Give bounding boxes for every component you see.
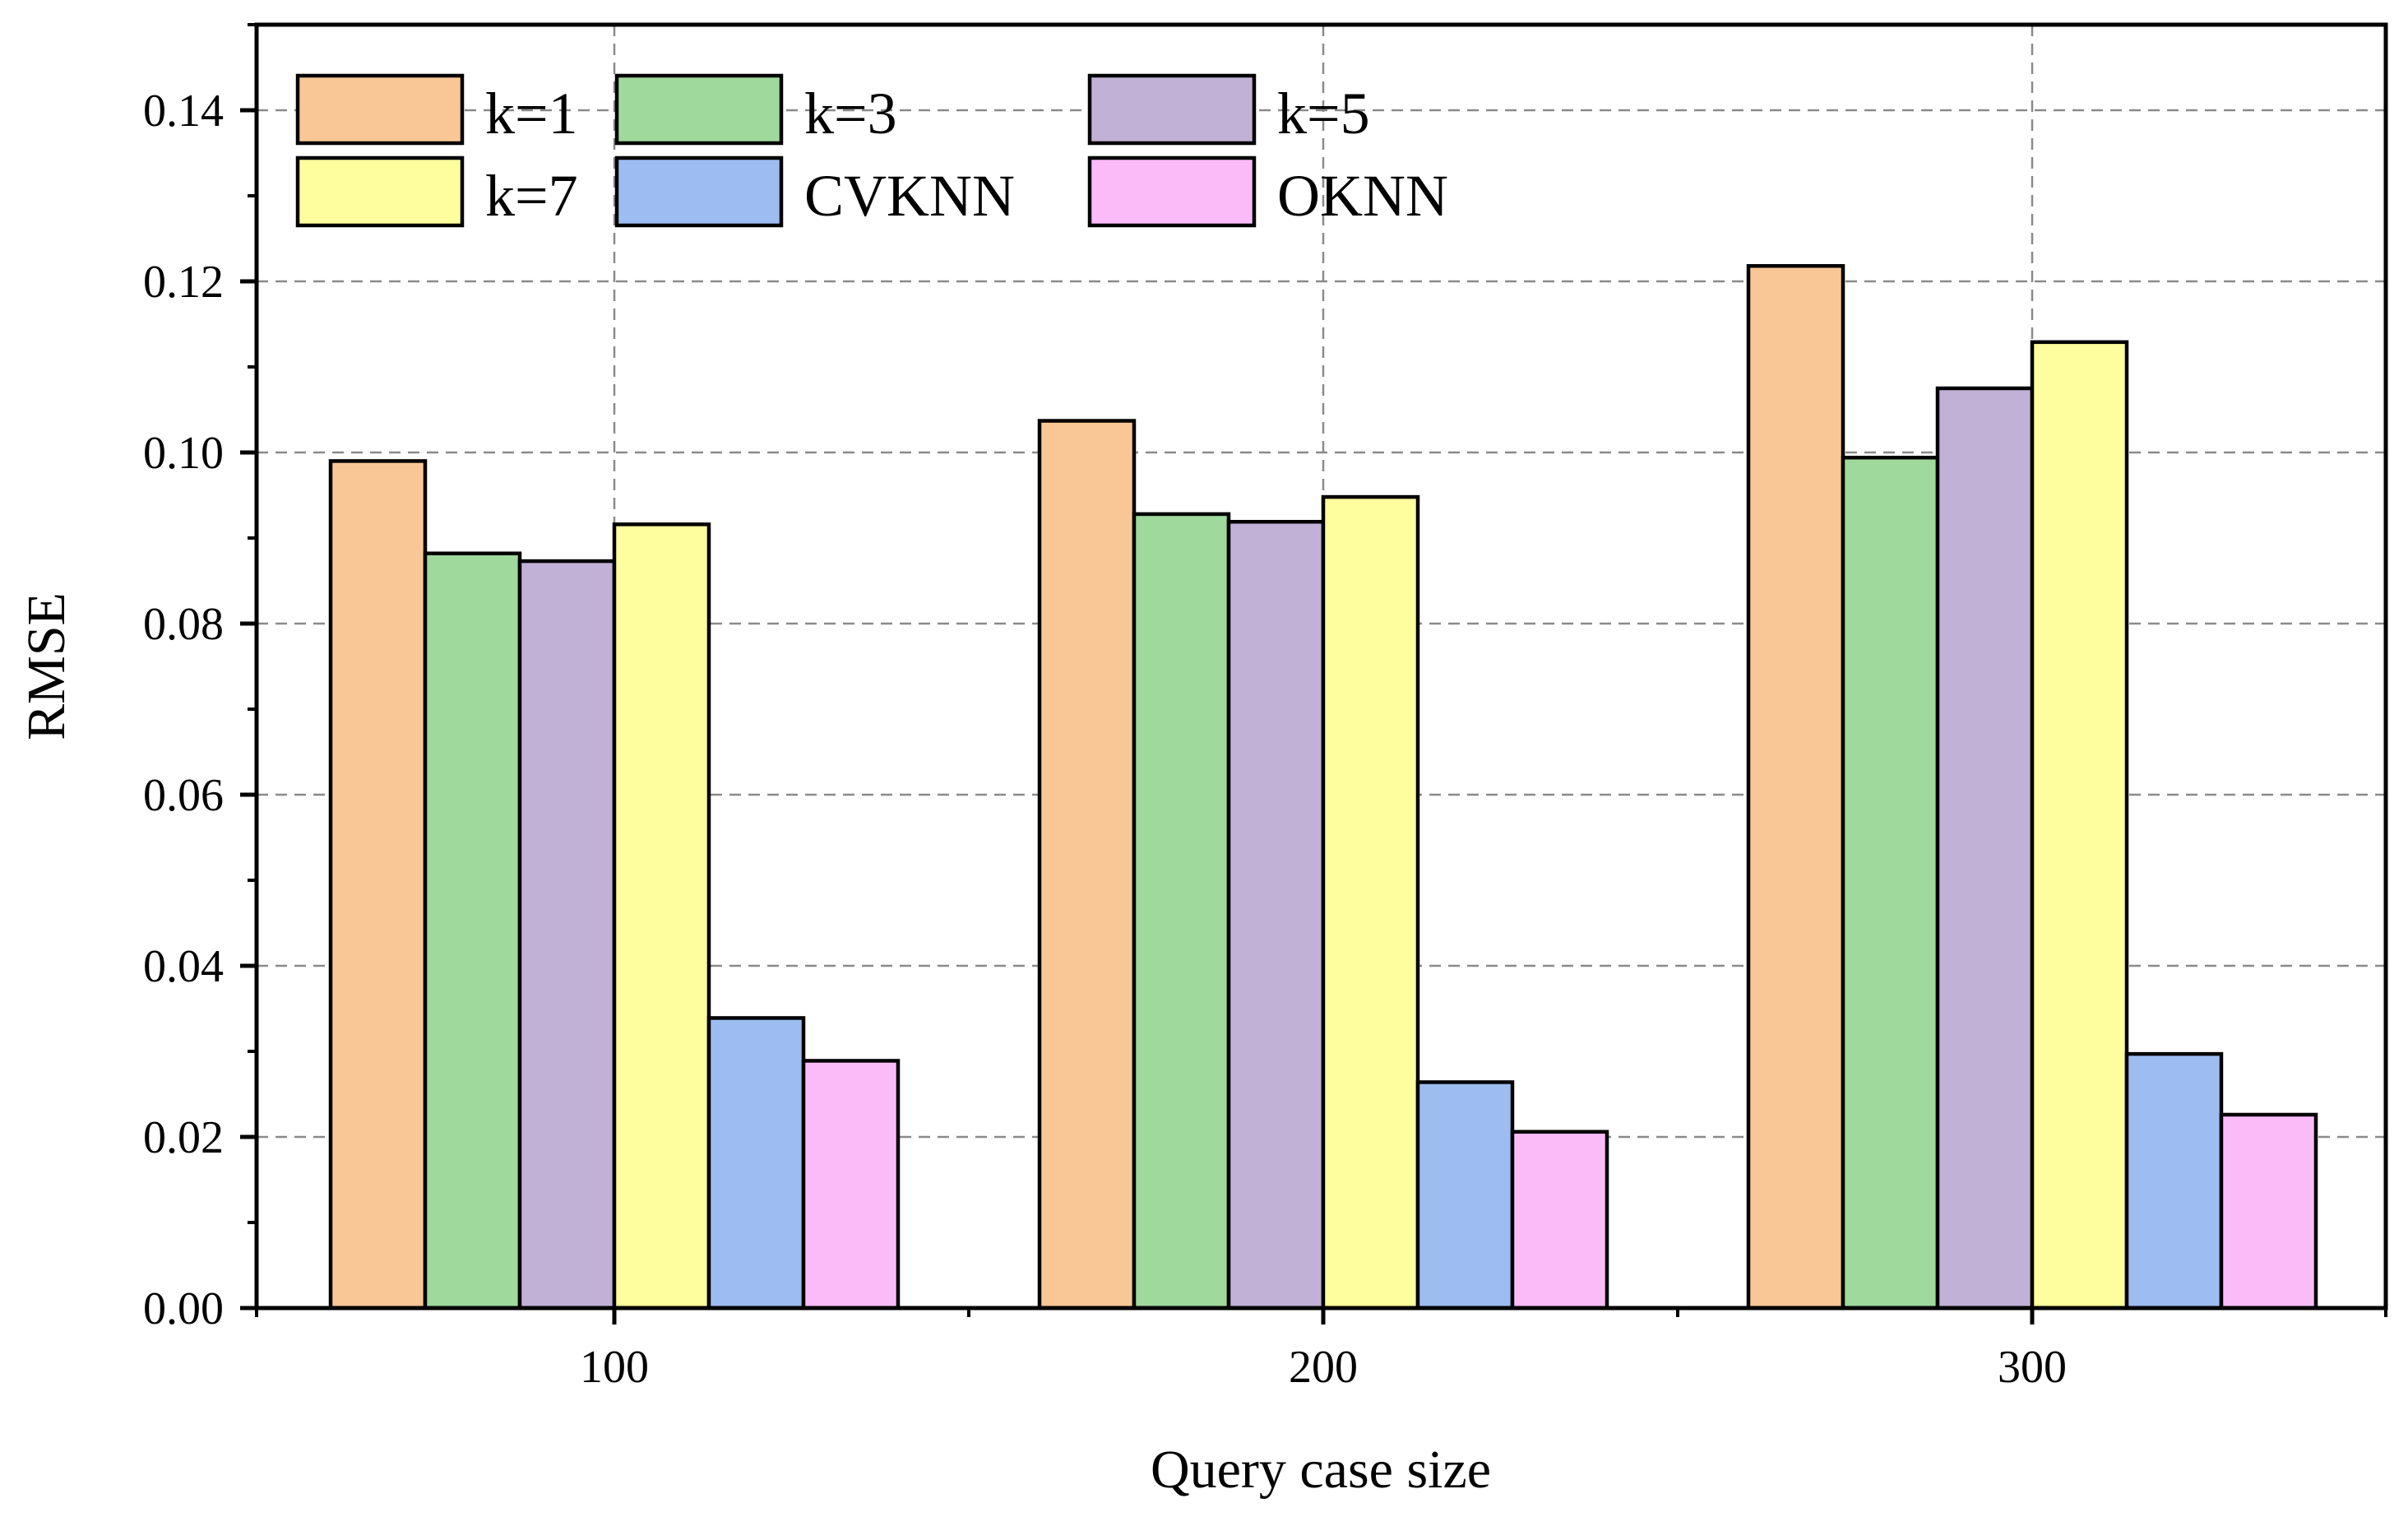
- y-tick-label: 0.06: [143, 770, 224, 821]
- bar-oknn-300: [2219, 1112, 2318, 1311]
- bar-k3-100: [423, 551, 522, 1311]
- bar-k3-300: [1841, 455, 1940, 1311]
- bar-k7-100: [612, 522, 711, 1311]
- bars-layer: [328, 264, 2318, 1311]
- y-tick-label: 0.08: [143, 599, 224, 650]
- legend-swatch: [295, 155, 465, 228]
- bar-k5-100: [517, 559, 617, 1311]
- legend-label: OKNN: [1277, 163, 1448, 229]
- y-tick-label: 0.02: [143, 1112, 224, 1163]
- axes-layer: 0.00 0.02 0.04 0.06 0.08 0.10 0.12 0.14 100 200 30…: [143, 23, 2387, 1393]
- legend-swatch: [295, 73, 465, 146]
- x-tick-label: 100: [580, 1342, 649, 1393]
- y-tick-label: 0.04: [143, 941, 224, 992]
- bar-cvknn-200: [1415, 1080, 1515, 1311]
- legend: k=1 k=3 k=5 k=7 CVKNN OKNN: [295, 73, 1448, 229]
- bar-oknn-100: [801, 1059, 901, 1311]
- x-tick-label: 300: [1998, 1342, 2067, 1393]
- y-tick-label: 0.10: [143, 428, 224, 479]
- legend-label: k=5: [1277, 81, 1370, 146]
- legend-label: k=3: [804, 81, 897, 146]
- y-axis-title: RMSE: [16, 592, 76, 740]
- bar-cvknn-300: [2124, 1051, 2224, 1311]
- y-tick-label: 0.14: [143, 86, 224, 137]
- bar-k1-200: [1037, 419, 1137, 1311]
- bar-k5-200: [1226, 519, 1326, 1311]
- bar-k7-200: [1321, 494, 1420, 1311]
- legend-swatch: [614, 73, 784, 146]
- bar-k7-300: [2030, 340, 2129, 1311]
- legend-swatch: [1087, 73, 1257, 146]
- legend-label: k=7: [485, 163, 578, 229]
- legend-label: CVKNN: [804, 163, 1015, 229]
- bar-k3-200: [1132, 512, 1231, 1311]
- legend-swatch: [614, 155, 784, 228]
- legend-swatch: [1087, 155, 1257, 228]
- y-tick-label: 0.12: [143, 257, 224, 308]
- x-axis-title: Query case size: [1151, 1440, 1491, 1500]
- bar-cvknn-100: [706, 1016, 806, 1311]
- legend-label: k=1: [485, 81, 578, 146]
- bar-oknn-200: [1510, 1130, 1609, 1311]
- bar-k1-300: [1746, 264, 1845, 1311]
- x-tick-label: 200: [1289, 1342, 1358, 1393]
- y-tick-label: 0.00: [143, 1283, 224, 1334]
- bar-k1-100: [328, 459, 428, 1311]
- bar-k5-300: [1935, 386, 2035, 1311]
